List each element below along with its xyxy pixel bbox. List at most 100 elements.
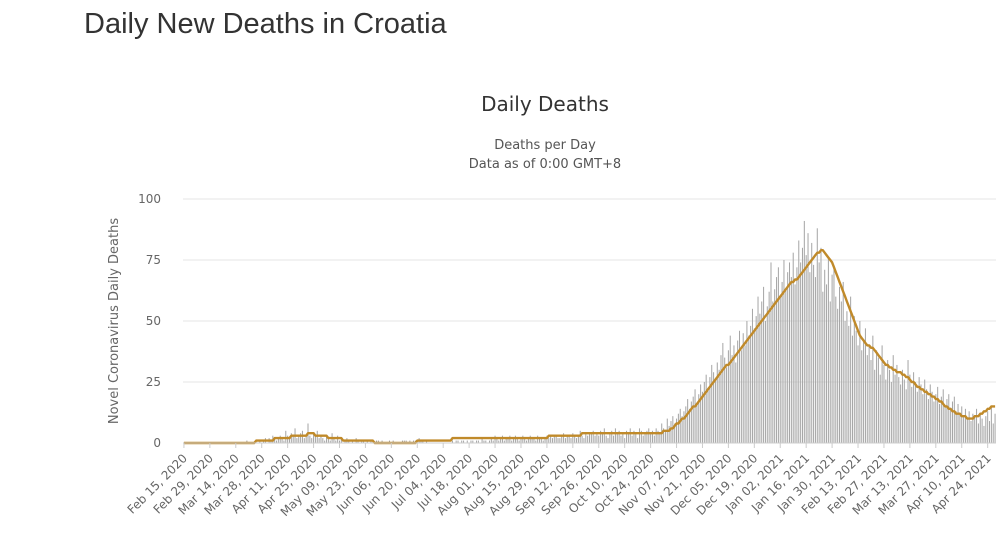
bar: [576, 438, 578, 443]
bar: [790, 277, 792, 443]
bar: [707, 389, 709, 443]
bar: [824, 269, 826, 443]
bar: [690, 401, 692, 443]
bar: [903, 379, 905, 443]
bar: [835, 296, 837, 443]
bar: [551, 438, 553, 443]
bar: [555, 435, 557, 443]
bar: [733, 345, 735, 443]
bar: [803, 220, 805, 443]
bar: [731, 355, 733, 443]
bar: [657, 430, 659, 443]
bar: [381, 440, 383, 443]
bar: [979, 413, 981, 443]
bar: [883, 364, 885, 443]
y-tick-label: 75: [146, 253, 161, 267]
bar: [688, 408, 691, 443]
bar: [568, 435, 570, 443]
bar: [792, 252, 794, 443]
bar: [274, 438, 276, 443]
bar: [913, 372, 915, 443]
bar: [287, 435, 289, 443]
bar: [761, 301, 763, 443]
bar: [476, 440, 478, 443]
bar: [981, 418, 983, 443]
bar: [885, 379, 887, 443]
bar: [840, 301, 842, 443]
bar: [561, 435, 563, 443]
bar: [644, 433, 646, 443]
bar: [485, 440, 487, 443]
bar: [507, 438, 509, 443]
bar: [920, 384, 922, 443]
bar: [818, 262, 820, 443]
bar: [276, 440, 278, 443]
bar: [563, 433, 565, 443]
bar: [683, 411, 685, 443]
bar: [964, 408, 966, 443]
bar: [718, 369, 720, 443]
bar: [935, 394, 937, 443]
bar: [614, 428, 616, 443]
bar: [750, 325, 752, 443]
bar: [333, 438, 335, 443]
bar: [957, 403, 959, 443]
bar: [711, 364, 713, 443]
bar: [581, 435, 583, 443]
bar: [500, 438, 502, 443]
bar: [844, 321, 846, 443]
bar: [842, 281, 844, 443]
bar: [700, 384, 702, 443]
bar: [994, 413, 996, 443]
bar: [642, 435, 644, 443]
bar: [596, 433, 598, 443]
bar: [516, 438, 518, 443]
bar: [983, 425, 985, 443]
bar: [457, 440, 459, 443]
bar: [326, 435, 328, 443]
bar: [951, 401, 953, 443]
bar: [740, 350, 742, 443]
bar: [527, 438, 529, 443]
bar: [298, 435, 300, 443]
bar: [918, 377, 920, 443]
bar: [989, 421, 991, 443]
bar: [477, 440, 479, 443]
bar: [898, 377, 900, 443]
bar: [664, 430, 666, 443]
bar: [950, 408, 952, 443]
bar: [870, 360, 872, 443]
bar: [505, 438, 507, 443]
gridlines: [183, 198, 996, 444]
chart-title: Daily Deaths: [481, 92, 609, 116]
bar: [837, 308, 839, 443]
bar: [788, 262, 791, 443]
bar: [922, 394, 924, 443]
bar: [850, 296, 852, 443]
chart-subtitle: Deaths per Day: [494, 138, 596, 153]
y-tick-label: 25: [146, 375, 161, 389]
bar: [613, 435, 615, 443]
bar: [388, 440, 391, 443]
bar: [413, 440, 415, 443]
bar: [753, 328, 755, 443]
bar: [963, 416, 965, 443]
bar: [857, 345, 859, 443]
bar: [577, 435, 579, 443]
bar: [874, 369, 876, 443]
bar: [807, 233, 809, 443]
bar: [533, 438, 535, 443]
bar: [313, 433, 315, 443]
bar: [839, 286, 841, 443]
bar: [851, 335, 853, 443]
bar: [290, 433, 292, 443]
bar: [987, 411, 989, 443]
bar: [911, 386, 913, 443]
bar: [314, 435, 316, 443]
bar: [609, 433, 611, 443]
bar: [848, 325, 850, 443]
bar: [377, 440, 379, 443]
bar: [805, 255, 807, 443]
bar: [927, 399, 929, 443]
bar: [618, 430, 620, 443]
